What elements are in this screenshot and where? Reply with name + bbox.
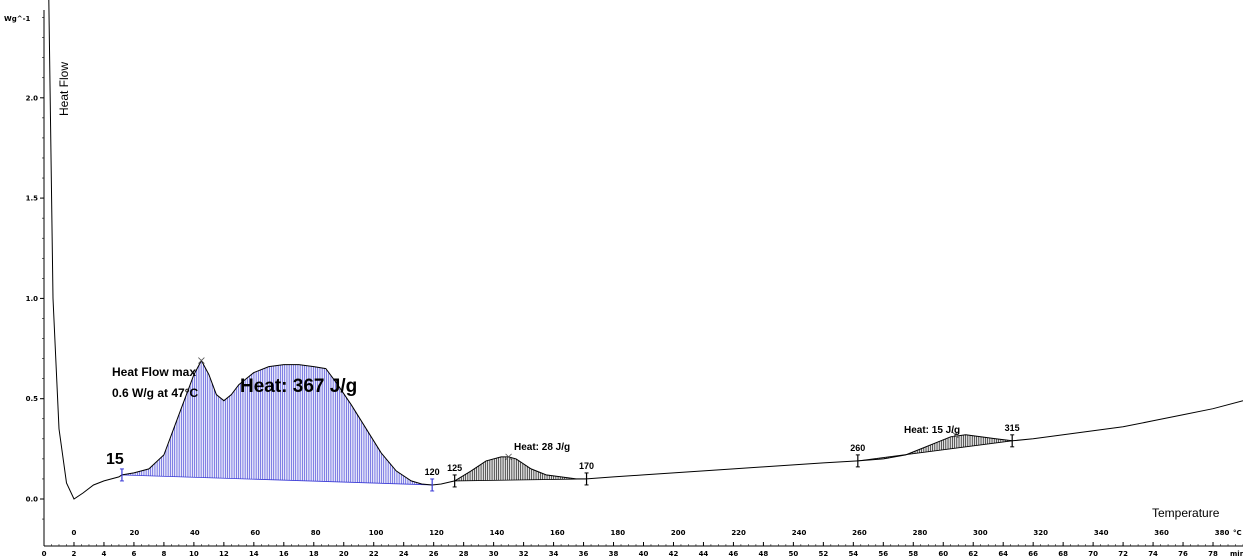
- x-time-tick-label: 44: [699, 550, 709, 558]
- peak-area: [121, 364, 433, 485]
- y-tick-label: 0.5: [26, 395, 39, 403]
- x-time-tick-label: 14: [249, 550, 259, 558]
- x-temp-tick-label: 300: [973, 529, 988, 537]
- y-tick-label: 2.0: [26, 94, 39, 102]
- y-tick-label: 0.0: [26, 496, 39, 504]
- y-tick-label: 1.0: [26, 295, 39, 303]
- x-temp-tick-label: 340: [1094, 529, 1109, 537]
- x-time-tick-label: 52: [818, 550, 828, 558]
- x-time-unit: min: [1230, 550, 1243, 558]
- x-temp-tick-label: 60: [250, 529, 260, 537]
- x-time-tick-label: 66: [1028, 550, 1038, 558]
- x-time-tick-label: 34: [549, 550, 559, 558]
- x-time-tick-label: 54: [848, 550, 858, 558]
- y-tick-label: 1.5: [26, 195, 39, 203]
- heat-flow-line: [48, 0, 1243, 500]
- x-time-tick-label: 58: [908, 550, 918, 558]
- x-time-tick-label: 20: [339, 550, 349, 558]
- x-temp-tick-label: 220: [731, 529, 746, 537]
- x-time-tick-label: 48: [759, 550, 769, 558]
- y-tick-label: 2.5: [26, 0, 39, 2]
- x-temp-tick-label: 240: [792, 529, 807, 537]
- x-time-tick-label: 72: [1118, 550, 1128, 558]
- peak-integration-fills: [121, 361, 1013, 486]
- x-time-tick-label: 24: [399, 550, 409, 558]
- x-time-tick-label: 36: [579, 550, 589, 558]
- x-time-tick-label: 22: [369, 550, 379, 558]
- peak-max-marker: [951, 431, 959, 439]
- x-time-tick-label: 46: [729, 550, 739, 558]
- x-time-tick-label: 62: [968, 550, 978, 558]
- heat-flow-max-line1: Heat Flow max: [112, 365, 196, 379]
- x-time-tick-label: 26: [429, 550, 439, 558]
- x-temp-tick-label: 360: [1154, 529, 1169, 537]
- x-temp-tick-label: 200: [671, 529, 686, 537]
- x-temp-tick-label: 260: [852, 529, 867, 537]
- x-time-tick-label: 74: [1148, 550, 1158, 558]
- x-time-tick-label: 68: [1058, 550, 1068, 558]
- y-axis-title: Heat Flow: [57, 62, 71, 116]
- x-time-tick-label: 64: [998, 550, 1008, 558]
- x-temp-unit: °C: [1233, 529, 1242, 537]
- x-temp-tick-label: 280: [913, 529, 928, 537]
- x-time-tick-label: 70: [1088, 550, 1098, 558]
- x-temp-tick-label: 80: [311, 529, 321, 537]
- x-time-tick-label: 56: [878, 550, 888, 558]
- markers: 120 125 170 260 315: [119, 357, 1020, 492]
- heat-flow-max-line2: 0.6 W/g at 47°C: [112, 386, 198, 400]
- x-temp-tick-label: 20: [130, 529, 140, 537]
- y-unit-label: Wg^-1: [4, 15, 31, 23]
- x-time-tick-label: 78: [1208, 550, 1218, 558]
- limit-marker-label: 120: [425, 467, 440, 477]
- x-time-tick-label: 38: [609, 550, 619, 558]
- x-time-tick-label: 16: [279, 550, 289, 558]
- limit-marker-label: 315: [1005, 423, 1020, 433]
- x-temp-tick-label: 320: [1033, 529, 1048, 537]
- peak1-heat-label: Heat: 367 J/g: [240, 376, 357, 397]
- x-time-tick-label: 10: [189, 550, 199, 558]
- x-time-tick-label: 12: [219, 550, 229, 558]
- x-time-tick-label: 60: [938, 550, 948, 558]
- x-time-tick-label: 50: [789, 550, 799, 558]
- x-time-tick-label: 32: [519, 550, 529, 558]
- peak-max-marker: [505, 453, 512, 461]
- limit-marker-label: 125: [447, 463, 462, 473]
- peak-baseline: [121, 474, 433, 486]
- peak-baseline: [454, 478, 587, 482]
- x-time-tick-label: 2: [72, 550, 77, 558]
- x-time-tick-label: 76: [1178, 550, 1188, 558]
- peak-max-marker: [198, 357, 205, 364]
- x-temp-tick-label: 40: [190, 529, 200, 537]
- x-temp-tick-label: 180: [610, 529, 625, 537]
- x-temp-tick-label: 140: [490, 529, 505, 537]
- limit-marker-label: 170: [579, 461, 594, 471]
- x-time-tick-label: 18: [309, 550, 319, 558]
- x-time-tick-label: 30: [489, 550, 499, 558]
- x-time-tick-label: 0: [42, 550, 47, 558]
- x-time-tick-label: 42: [669, 550, 679, 558]
- x-temp-tick-label: 0: [72, 529, 77, 537]
- x-temp-tick-label: 380: [1215, 529, 1230, 537]
- x-time-tick-label: 28: [459, 550, 469, 558]
- x-time-tick-label: 8: [161, 550, 166, 558]
- heat-flow-curve: [48, 0, 1243, 500]
- x-time-tick-label: 6: [131, 550, 136, 558]
- start-temp-label: 15: [106, 451, 124, 468]
- x-time-tick-label: 40: [639, 550, 649, 558]
- x-temp-tick-label: 100: [369, 529, 384, 537]
- x-temp-tick-label: 120: [429, 529, 444, 537]
- peak-baseline: [857, 440, 1013, 462]
- axes: 0.00.51.01.52.02.53.03.54.04.50246810121…: [26, 0, 1243, 558]
- x-temp-tick-label: 160: [550, 529, 565, 537]
- peak3-heat-label: Heat: 15 J/g: [904, 425, 960, 436]
- x-time-tick-label: 4: [102, 550, 107, 558]
- limit-marker-label: 260: [850, 443, 865, 453]
- peak2-heat-label: Heat: 28 J/g: [514, 442, 570, 453]
- x-axis-title: Temperature: [1152, 506, 1220, 520]
